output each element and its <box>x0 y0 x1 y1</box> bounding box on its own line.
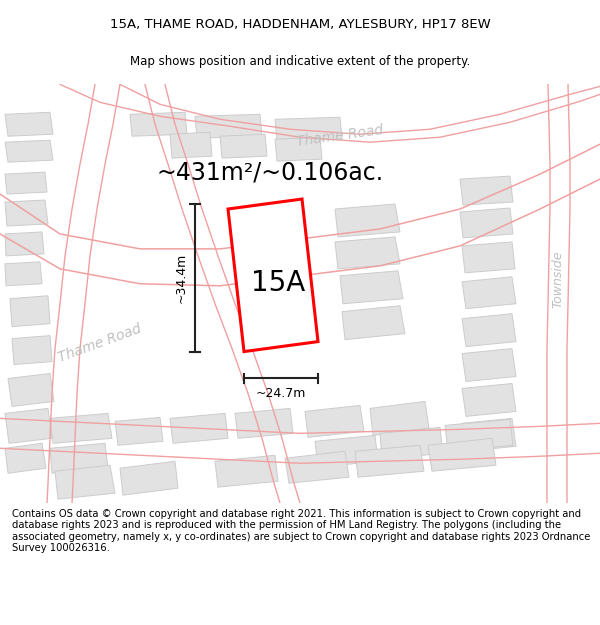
Polygon shape <box>445 419 513 451</box>
Polygon shape <box>462 242 515 272</box>
Text: Map shows position and indicative extent of the property.: Map shows position and indicative extent… <box>130 55 470 68</box>
Polygon shape <box>8 374 54 406</box>
Polygon shape <box>460 208 513 238</box>
Polygon shape <box>170 413 228 443</box>
Text: ~34.4m: ~34.4m <box>175 253 187 303</box>
Polygon shape <box>10 296 50 327</box>
Polygon shape <box>5 112 53 136</box>
Polygon shape <box>5 232 44 256</box>
Polygon shape <box>342 306 405 339</box>
Text: ~431m²/~0.106ac.: ~431m²/~0.106ac. <box>157 160 383 184</box>
Polygon shape <box>275 138 322 161</box>
Polygon shape <box>428 438 496 471</box>
Polygon shape <box>5 200 48 226</box>
Polygon shape <box>315 436 378 468</box>
Text: 15A: 15A <box>251 269 305 298</box>
Polygon shape <box>285 451 349 483</box>
Polygon shape <box>12 336 52 364</box>
Polygon shape <box>5 443 46 473</box>
Polygon shape <box>5 408 52 443</box>
Polygon shape <box>462 418 516 451</box>
Text: Thame Road: Thame Road <box>56 322 143 365</box>
Polygon shape <box>50 443 108 473</box>
Polygon shape <box>170 132 212 158</box>
Polygon shape <box>50 413 112 443</box>
Polygon shape <box>215 455 278 487</box>
Polygon shape <box>275 118 342 141</box>
Polygon shape <box>355 445 424 478</box>
Polygon shape <box>55 465 115 499</box>
Text: Townside: Townside <box>551 250 565 308</box>
Polygon shape <box>130 112 187 136</box>
Text: Thame Road: Thame Road <box>296 123 384 149</box>
Polygon shape <box>340 271 403 304</box>
Text: ~24.7m: ~24.7m <box>256 387 306 400</box>
Polygon shape <box>335 204 400 237</box>
Polygon shape <box>380 428 443 459</box>
Polygon shape <box>335 237 400 269</box>
Polygon shape <box>228 199 318 352</box>
Polygon shape <box>5 140 53 162</box>
Polygon shape <box>5 262 42 286</box>
Polygon shape <box>5 172 47 194</box>
Polygon shape <box>462 384 516 416</box>
Polygon shape <box>220 134 267 158</box>
Polygon shape <box>462 277 516 309</box>
Polygon shape <box>460 176 513 205</box>
Polygon shape <box>195 114 262 138</box>
Polygon shape <box>462 349 516 381</box>
Polygon shape <box>305 406 364 437</box>
Text: 15A, THAME ROAD, HADDENHAM, AYLESBURY, HP17 8EW: 15A, THAME ROAD, HADDENHAM, AYLESBURY, H… <box>110 19 490 31</box>
Text: Contains OS data © Crown copyright and database right 2021. This information is : Contains OS data © Crown copyright and d… <box>12 509 590 553</box>
Polygon shape <box>235 408 293 438</box>
Polygon shape <box>370 401 429 436</box>
Polygon shape <box>115 418 163 445</box>
Polygon shape <box>120 461 178 495</box>
Polygon shape <box>462 314 516 347</box>
